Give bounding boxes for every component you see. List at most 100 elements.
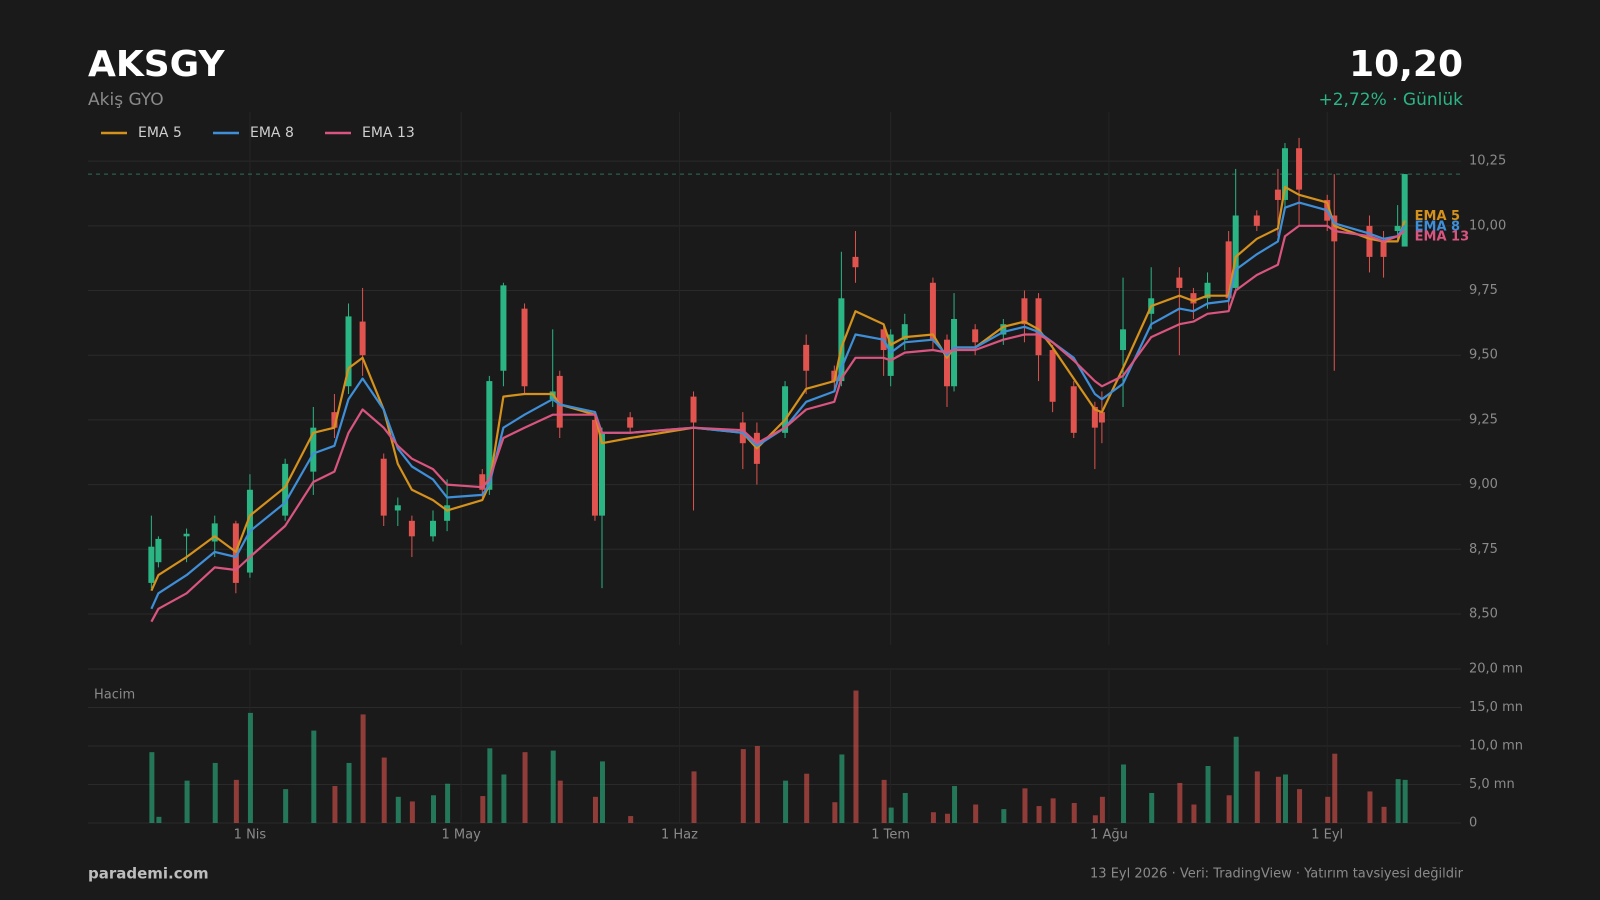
x-tick-label: 1 Nis	[234, 828, 267, 843]
ema-end-label: EMA 5	[1415, 209, 1460, 224]
volume-bar	[952, 786, 958, 823]
candle-body	[1274, 189, 1281, 200]
candle-body	[690, 396, 697, 423]
volume-bar	[247, 712, 253, 823]
candle-body	[1401, 174, 1408, 247]
x-tick-label: 1 Tem	[871, 828, 910, 843]
company-name: Akiş GYO	[88, 90, 164, 110]
volume-bar	[283, 789, 289, 823]
volume-bar	[853, 690, 859, 823]
candle-body	[394, 505, 401, 511]
y-tick-label: 10,25	[1469, 154, 1506, 169]
y-tick-label: 10,00	[1469, 218, 1506, 233]
volume-bar	[1297, 789, 1303, 823]
ema-end-label: EMA 8	[1415, 219, 1460, 234]
volume-bar	[409, 801, 415, 823]
candle-body	[1035, 298, 1042, 356]
candle-body	[803, 344, 810, 371]
volume-bar	[1205, 766, 1211, 823]
ema-line	[150, 185, 1406, 592]
volume-bar	[1036, 806, 1042, 823]
volume-bar	[149, 752, 155, 823]
candle-body	[359, 321, 366, 356]
volume-bar	[1254, 771, 1260, 823]
candle-body	[1366, 225, 1373, 257]
candle-body	[1380, 241, 1387, 257]
volume-bar	[381, 757, 387, 823]
ticker: AKSGY	[88, 44, 225, 85]
candle-body	[183, 533, 190, 537]
volume-bar	[1381, 806, 1387, 823]
volume-bar	[930, 812, 936, 823]
volume-bar	[1282, 774, 1288, 823]
volume-bar	[1226, 795, 1232, 823]
volume-bar	[1149, 792, 1155, 823]
volume-bar	[1001, 809, 1007, 823]
volume-bar	[550, 750, 556, 823]
ema-line	[150, 224, 1406, 623]
volume-bar	[1395, 779, 1401, 823]
candle-body	[148, 546, 155, 583]
candle-body	[1070, 386, 1077, 433]
candle-body	[479, 474, 486, 490]
candle-body	[232, 523, 239, 583]
footer: 13 Eyl 2026 · Veri: TradingView · Yatırı…	[1090, 867, 1464, 882]
candle-body	[1190, 293, 1197, 304]
y-tick-label: 9,25	[1469, 412, 1498, 427]
volume-bar	[1275, 776, 1281, 823]
last-price: 10,20	[1349, 44, 1463, 85]
volume-bar	[888, 807, 894, 823]
volume-bar	[599, 761, 605, 823]
volume-bar	[945, 813, 951, 823]
volume-bar	[804, 773, 810, 823]
volume-bar	[1092, 815, 1098, 823]
candle-body	[310, 427, 317, 472]
candle-body	[211, 523, 218, 542]
price-change: +2,72% · Günlük	[1318, 90, 1463, 110]
volume-title: Hacim	[94, 688, 135, 703]
candle-body	[598, 432, 605, 516]
volume-bar	[902, 792, 908, 823]
candle-body	[556, 375, 563, 428]
candle-body	[972, 329, 979, 343]
volume-bar	[557, 780, 563, 823]
y-tick-label: 8,75	[1469, 542, 1498, 557]
volume-bar	[212, 762, 218, 823]
volume-tick-label: 5,0 mn	[1469, 777, 1515, 792]
candle-body	[1120, 329, 1127, 351]
candle-body	[155, 538, 162, 563]
volume-bar	[973, 804, 979, 823]
volume-bar	[754, 746, 760, 823]
candle-body	[1098, 412, 1105, 423]
volume-bar	[1367, 791, 1373, 823]
volume-bar	[1233, 736, 1239, 823]
candle-body	[486, 381, 493, 490]
y-tick-label: 9,50	[1469, 348, 1498, 363]
volume-bar	[445, 783, 451, 823]
volume-bar	[395, 796, 401, 823]
volume-bar	[832, 802, 838, 823]
volume-bar	[332, 786, 338, 823]
legend-label: EMA 5	[138, 125, 182, 141]
volume-bar	[1121, 764, 1127, 823]
candle-body	[838, 298, 845, 382]
candle-body	[444, 505, 451, 521]
candle-body	[430, 520, 437, 537]
volume-bar	[233, 779, 239, 823]
volume-bar	[184, 780, 190, 823]
y-tick-label: 8,50	[1469, 606, 1498, 621]
volume-bar	[1325, 796, 1331, 823]
legend-label: EMA 13	[362, 125, 415, 141]
candle-body	[521, 308, 528, 387]
candle-body	[408, 520, 415, 537]
volume-tick-label: 10,0 mn	[1469, 739, 1523, 754]
candle-body	[1296, 148, 1303, 190]
candle-body	[1394, 225, 1401, 232]
candle-body	[591, 419, 598, 516]
x-tick-label: 1 Eyl	[1311, 828, 1343, 843]
volume-bar	[1191, 804, 1197, 823]
candle-body	[929, 282, 936, 340]
y-tick-label: 9,00	[1469, 477, 1498, 492]
volume-bar	[592, 796, 598, 823]
